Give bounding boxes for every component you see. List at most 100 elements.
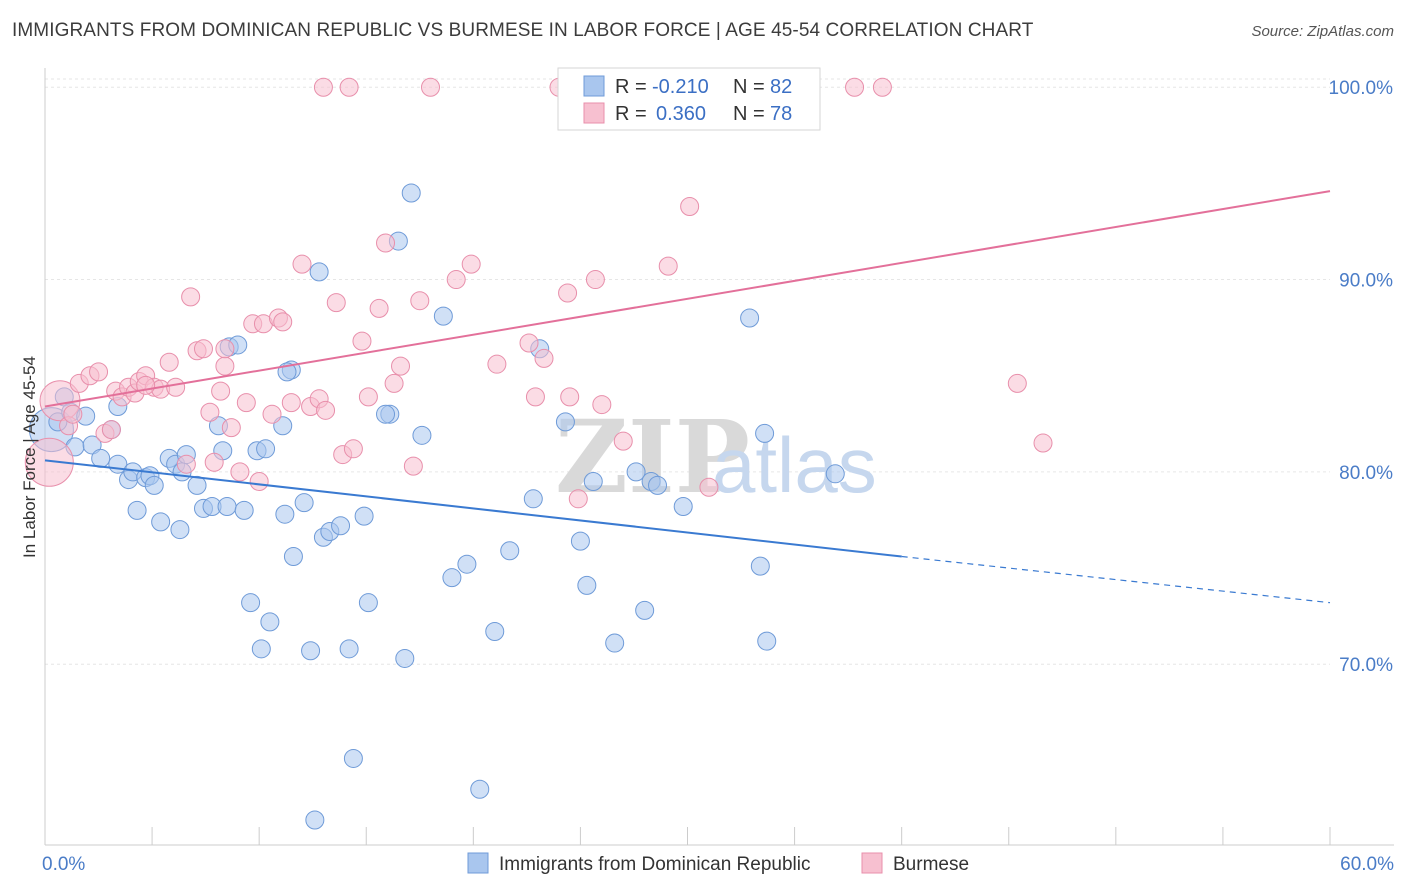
watermark-atlas: atlas [712, 421, 877, 509]
burmese-point-35 [281, 393, 301, 413]
burmese-point-59 [560, 387, 580, 407]
burmese-point-56 [525, 387, 545, 407]
dominican-point-32 [241, 593, 261, 613]
watermark-zip: ZIP [555, 398, 750, 516]
dominican-point-60 [470, 779, 490, 799]
dominican-point-6 [82, 435, 102, 455]
dominican-point-75 [740, 308, 760, 328]
trend-lines [44, 190, 1331, 604]
dominican-point-70 [626, 462, 646, 482]
burmese-point-24 [211, 381, 231, 401]
burmese-point-27 [230, 462, 250, 482]
y-tick-label-1: 80.0% [1339, 463, 1393, 484]
burmese-point-21 [193, 339, 213, 359]
burmese-point-67 [845, 77, 865, 97]
legend-r-label-2: R = [615, 103, 647, 125]
dominican-point-35 [256, 439, 276, 459]
burmese-point-71 [339, 77, 359, 97]
burmese-point-26 [221, 418, 241, 438]
burmese-point-69 [1007, 373, 1027, 393]
dominican-point-23 [187, 475, 207, 495]
y-tick-label-3: 100.0% [1329, 78, 1394, 99]
y-tick-label-0: 70.0% [1339, 655, 1393, 676]
burmese-point-36 [292, 254, 312, 274]
burmese-point-62 [592, 395, 612, 415]
burmese-point-46 [376, 233, 396, 253]
burmese-point-51 [421, 77, 440, 97]
dominican-point-38 [275, 504, 295, 524]
bottom-legend-label-burmese: Burmese [893, 854, 969, 875]
burmese-point-60 [568, 489, 588, 509]
dominican-point-43 [305, 810, 325, 830]
gridlines [45, 78, 1330, 665]
burmese-point-61 [585, 270, 605, 290]
burmese-point-3 [63, 404, 83, 424]
legend-r-value-1: -0.210 [652, 76, 709, 98]
dominican-point-61 [485, 622, 505, 642]
dominican-point-76 [750, 556, 770, 576]
burmese-point-68 [872, 77, 892, 97]
burmese-point-18 [176, 454, 196, 474]
dominican-point-36 [260, 612, 280, 632]
burmese-point-48 [391, 356, 411, 376]
burmese-point-0 [24, 437, 74, 487]
burmese-point-22 [200, 402, 220, 422]
dominican-point-20 [170, 520, 190, 540]
burmese-point-16 [159, 352, 179, 372]
series-dominican-republic [28, 183, 845, 830]
bottom-legend: Immigrants from Dominican Republic Burme… [467, 852, 969, 875]
burmese-point-19 [181, 287, 201, 307]
burmese-point-66 [699, 477, 719, 497]
burmese-point-42 [343, 439, 363, 459]
x-tick-label-0: 0.0% [42, 854, 85, 875]
source-label: Source: ZipAtlas.com [1251, 23, 1394, 40]
burmese-point-55 [519, 333, 539, 353]
burmese-point-65 [680, 196, 700, 216]
legend-n-value-1: 82 [770, 76, 792, 98]
burmese-point-63 [613, 431, 633, 451]
dominican-point-16 [144, 475, 164, 495]
burmese-point-45 [369, 298, 389, 318]
series-burmese [24, 77, 1053, 509]
burmese-point-52 [446, 270, 466, 290]
burmese-point-58 [558, 283, 578, 303]
burmese-point-30 [249, 472, 269, 492]
dominican-point-67 [577, 575, 597, 595]
burmese-point-43 [352, 331, 372, 351]
burmese-point-53 [461, 254, 481, 274]
burmese-point-50 [410, 291, 430, 311]
burmese-point-34 [273, 312, 293, 332]
burmese-point-54 [487, 354, 507, 374]
dominican-point-65 [555, 412, 575, 432]
legend-swatch-pink [583, 102, 605, 124]
dominican-point-79 [825, 464, 845, 484]
dominican-point-34 [251, 639, 271, 659]
bottom-legend-swatch-pink [861, 852, 883, 874]
burmese-point-47 [384, 373, 404, 393]
bottom-legend-label-dominican: Immigrants from Dominican Republic [499, 854, 811, 875]
dominican-point-62 [500, 541, 520, 561]
trend-line-dominican [44, 459, 902, 558]
burmese-point-70 [1033, 433, 1053, 453]
dominican-point-73 [648, 475, 668, 495]
burmese-point-32 [262, 404, 282, 424]
dominican-point-57 [433, 306, 453, 326]
burmese-point-23 [204, 452, 224, 472]
dominican-point-58 [442, 568, 462, 588]
dominican-point-7 [91, 448, 111, 468]
y-axis-label: In Labor Force | Age 45-54 [20, 356, 39, 558]
dominican-point-66 [570, 531, 590, 551]
legend-r-value-2: 0.360 [656, 103, 706, 125]
x-tick-label-1: 60.0% [1340, 854, 1394, 875]
legend-box: R = -0.210 N = 82 R = 0.360 N = 78 [557, 67, 821, 131]
dominican-point-47 [331, 516, 351, 536]
burmese-point-77 [101, 420, 121, 440]
dominican-point-42 [301, 641, 321, 661]
legend-r-label-1: R = [615, 76, 647, 98]
dominican-point-17 [151, 512, 171, 532]
legend-n-value-2: 78 [770, 103, 792, 125]
dominican-point-31 [234, 500, 254, 520]
burmese-point-75 [215, 339, 235, 359]
dominican-point-40 [283, 547, 303, 567]
